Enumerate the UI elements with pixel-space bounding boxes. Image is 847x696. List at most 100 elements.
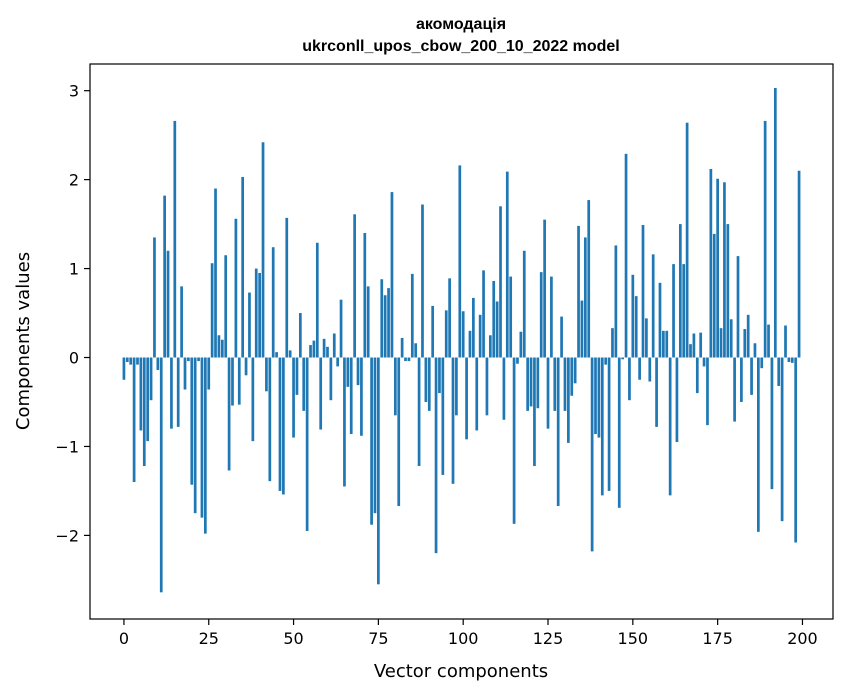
- bar: [421, 204, 424, 358]
- bar: [407, 357, 411, 362]
- bar: [482, 270, 485, 358]
- bar: [349, 357, 353, 434]
- bar: [784, 325, 787, 358]
- bar: [326, 346, 329, 358]
- bar: [590, 357, 594, 552]
- bar: [695, 357, 699, 394]
- bar: [583, 237, 587, 358]
- bar: [180, 286, 183, 358]
- bar: [777, 357, 781, 386]
- bar: [465, 357, 468, 440]
- bar: [438, 357, 441, 394]
- y-tick-label: 1: [69, 260, 79, 279]
- bar: [773, 88, 777, 358]
- bar: [200, 357, 204, 518]
- bar: [149, 357, 153, 401]
- bar: [417, 357, 421, 467]
- bar: [567, 357, 570, 443]
- y-tick-label: −1: [55, 437, 79, 456]
- bar: [634, 296, 638, 358]
- bar: [353, 214, 356, 358]
- bar: [736, 256, 740, 358]
- bar: [502, 357, 506, 420]
- bar: [743, 329, 747, 358]
- bar: [410, 273, 414, 358]
- bar: [448, 278, 451, 358]
- bar: [166, 250, 170, 358]
- bar: [611, 328, 614, 358]
- bar: [757, 357, 760, 532]
- bar: [495, 301, 499, 358]
- x-tick-label: 25: [199, 629, 219, 648]
- bar: [468, 330, 472, 358]
- bar: [237, 357, 241, 405]
- x-tick-label: 0: [119, 629, 129, 648]
- x-axis-ticks: 0 25 50 75 100 125 150 175 200: [119, 619, 818, 648]
- plot-frame: [89, 63, 834, 620]
- bar: [441, 357, 445, 475]
- bars-group: [122, 88, 801, 593]
- bar: [678, 224, 682, 358]
- bar: [641, 224, 645, 358]
- y-tick-label: 0: [69, 349, 79, 368]
- y-tick-label: 3: [69, 82, 79, 101]
- bar: [472, 297, 475, 358]
- bar: [244, 357, 248, 376]
- x-tick-label: 175: [702, 629, 733, 648]
- bar: [427, 357, 431, 411]
- bar: [380, 279, 384, 358]
- bar: [607, 357, 611, 491]
- bar: [794, 357, 798, 543]
- bar: [668, 357, 672, 496]
- bar: [492, 281, 496, 358]
- bar: [458, 165, 462, 358]
- bar: [298, 313, 302, 358]
- bar: [431, 305, 435, 358]
- bar: [319, 357, 323, 430]
- bar: [312, 340, 316, 358]
- bar: [689, 344, 692, 358]
- bar: [672, 264, 675, 358]
- bar: [153, 237, 156, 358]
- bar: [285, 217, 289, 358]
- bar: [509, 276, 513, 358]
- bar: [723, 182, 726, 358]
- bar: [231, 357, 234, 406]
- bar: [142, 357, 146, 467]
- bar: [662, 330, 665, 358]
- bar: [512, 357, 516, 524]
- bar: [265, 357, 268, 392]
- bar: [475, 357, 479, 431]
- bar: [533, 357, 536, 467]
- bar: [729, 319, 733, 358]
- bar: [638, 357, 641, 380]
- bar: [397, 357, 401, 507]
- bar: [488, 335, 492, 358]
- bar: [258, 273, 261, 358]
- bar: [207, 357, 211, 390]
- bar: [740, 357, 743, 402]
- bar: [526, 357, 530, 411]
- bar: [234, 218, 238, 358]
- bar: [600, 357, 604, 496]
- bar: [451, 357, 455, 484]
- x-tick-label: 150: [618, 629, 649, 648]
- bar: [797, 170, 801, 358]
- bar: [461, 311, 465, 358]
- bar: [685, 122, 689, 358]
- bar: [682, 264, 686, 358]
- bar: [363, 232, 367, 358]
- bar: [770, 357, 774, 490]
- bar: [753, 343, 757, 358]
- bar: [651, 254, 655, 358]
- bar: [322, 338, 326, 358]
- bar: [546, 357, 550, 429]
- bar: [217, 335, 221, 358]
- bar: [719, 328, 723, 358]
- bar: [621, 357, 625, 360]
- y-tick-label: 2: [69, 171, 79, 190]
- bar: [628, 357, 631, 401]
- bar: [332, 333, 336, 358]
- bar: [271, 247, 275, 358]
- bar: [444, 310, 448, 358]
